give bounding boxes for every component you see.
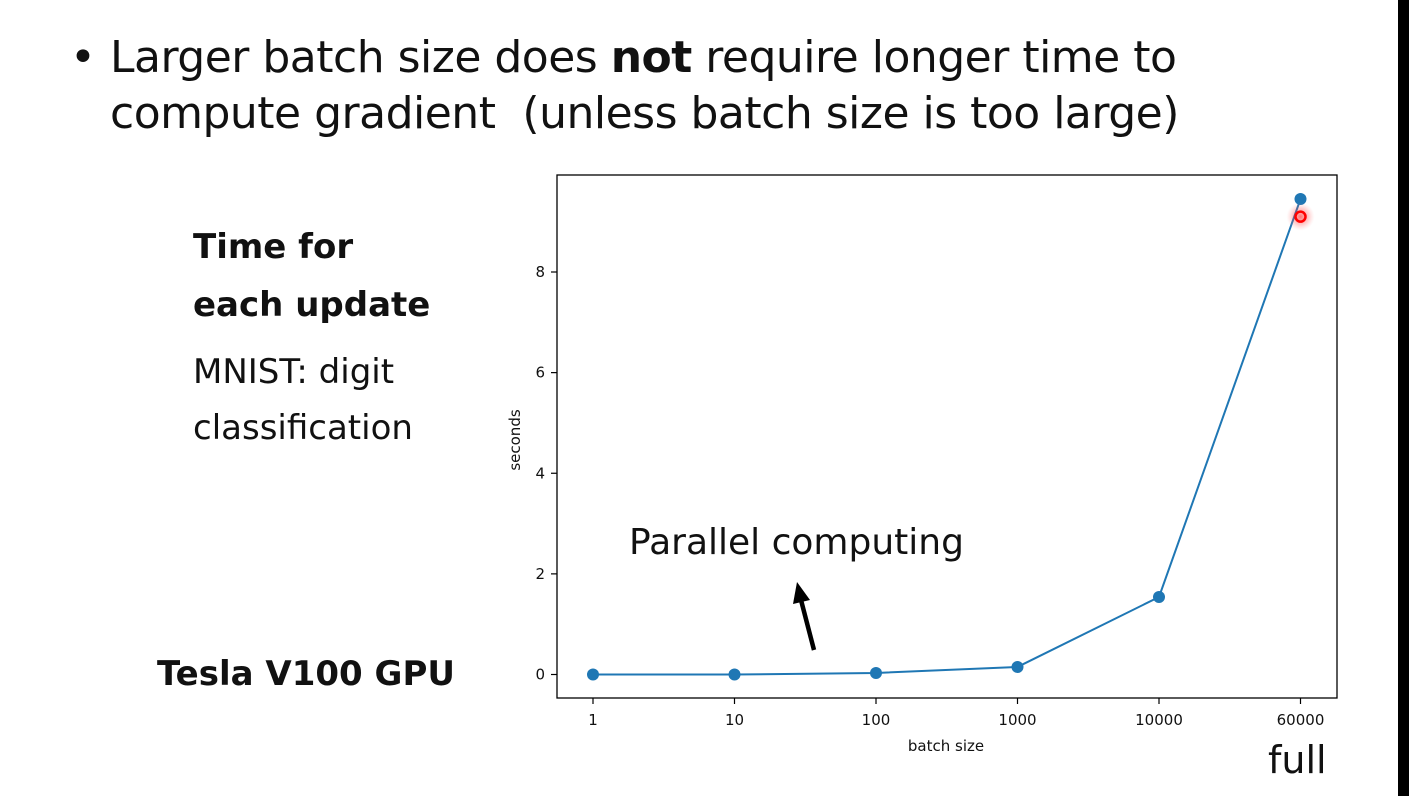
x-tick-label: 1000	[998, 711, 1036, 729]
y-tick-label: 6	[535, 364, 545, 382]
y-tick-label: 2	[535, 565, 545, 583]
side-subtitle-line-1: MNIST: digit	[193, 352, 395, 392]
y-axis-label: seconds	[506, 409, 524, 470]
x-tick-label: 10	[725, 711, 744, 729]
full-label: full	[1268, 738, 1327, 782]
data-point	[728, 668, 741, 681]
title-line-2: compute gradient (unless batch size is t…	[110, 88, 1179, 139]
x-axis-ticks: 1 10 100 1000 10000 60000	[588, 698, 1324, 729]
series-points	[587, 193, 1307, 681]
y-tick-label: 0	[535, 666, 545, 684]
data-point	[1011, 660, 1024, 673]
x-tick-label: 10000	[1135, 711, 1183, 729]
title-line-1-pre: Larger batch size does	[110, 32, 611, 83]
side-heading-line-2: each update	[193, 285, 431, 325]
y-tick-label: 8	[535, 263, 545, 281]
data-point	[1153, 591, 1165, 604]
side-heading: Time for each update	[193, 218, 430, 334]
series-line	[593, 198, 1302, 676]
title-line-1-post: require longer time to	[691, 32, 1177, 83]
side-heading-line-1: Time for	[193, 227, 354, 267]
highlight-ring	[1294, 210, 1307, 223]
x-axis-label: batch size	[908, 737, 984, 755]
annotation-text: Parallel computing	[629, 522, 964, 563]
highlight-marker	[1286, 202, 1315, 231]
x-tick-label: 60000	[1277, 711, 1325, 729]
gpu-label: Tesla V100 GPU	[157, 654, 455, 694]
bullet-marker: •	[70, 32, 96, 83]
y-axis-ticks: 0 2 4 6 8	[535, 263, 557, 684]
x-tick-label: 100	[862, 711, 891, 729]
x-tick-label: 1	[588, 711, 598, 729]
side-subtitle: MNIST: digit classification	[193, 344, 473, 456]
side-subtitle-line-2: classification	[193, 408, 413, 448]
annotation-arrow	[793, 582, 817, 651]
data-point	[587, 668, 599, 681]
right-edge-bar	[1398, 0, 1409, 796]
data-point	[1294, 193, 1307, 206]
highlight-glow	[1286, 202, 1315, 231]
y-tick-label: 4	[535, 464, 545, 482]
title-line-1-bold: not	[610, 32, 693, 83]
data-point	[870, 666, 882, 679]
plot-frame	[556, 174, 1338, 699]
title-line-1: Larger batch size does not require longe…	[110, 30, 1177, 86]
